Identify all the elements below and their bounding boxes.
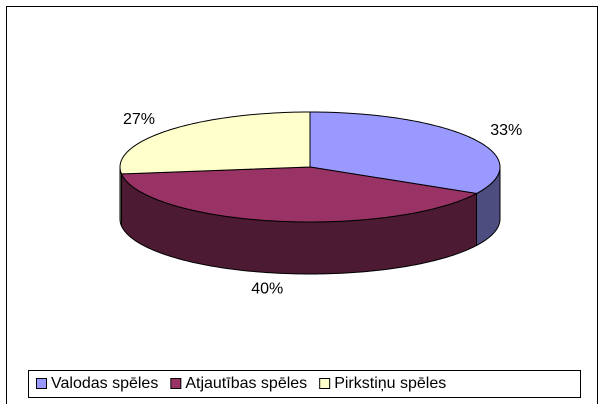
legend-box: [28, 370, 581, 398]
legend-swatch: [36, 378, 47, 389]
pie-slice: [309, 111, 501, 195]
data-label: 33%: [490, 122, 522, 139]
pie-side: [119, 166, 122, 227]
pie-slice: [120, 166, 479, 223]
legend-label: Pirkstiņu spēles: [334, 375, 446, 392]
legend-label: Valodas spēles: [51, 375, 158, 392]
data-label: 27%: [123, 111, 155, 128]
data-label: 40%: [251, 280, 283, 297]
legend-label: Atjautības spēles: [185, 375, 307, 392]
pie-slice: [119, 111, 311, 175]
legend-swatch: [170, 378, 182, 389]
legend-swatch: [319, 378, 331, 389]
